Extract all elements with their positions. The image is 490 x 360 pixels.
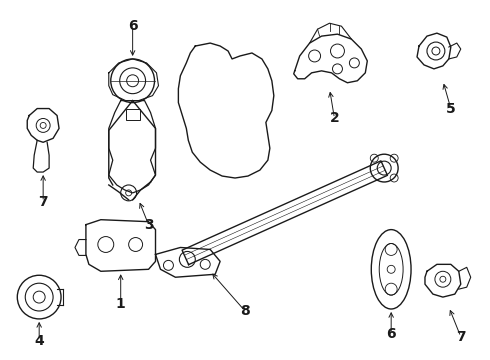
Text: 8: 8 (240, 304, 250, 318)
Text: 6: 6 (386, 327, 396, 341)
Text: 7: 7 (456, 330, 465, 344)
Text: 2: 2 (330, 112, 340, 126)
Text: 1: 1 (116, 297, 125, 311)
Text: 6: 6 (128, 19, 138, 33)
Text: 3: 3 (144, 218, 153, 231)
Text: 4: 4 (34, 334, 44, 348)
Text: 5: 5 (446, 102, 456, 116)
Text: 7: 7 (38, 195, 48, 209)
